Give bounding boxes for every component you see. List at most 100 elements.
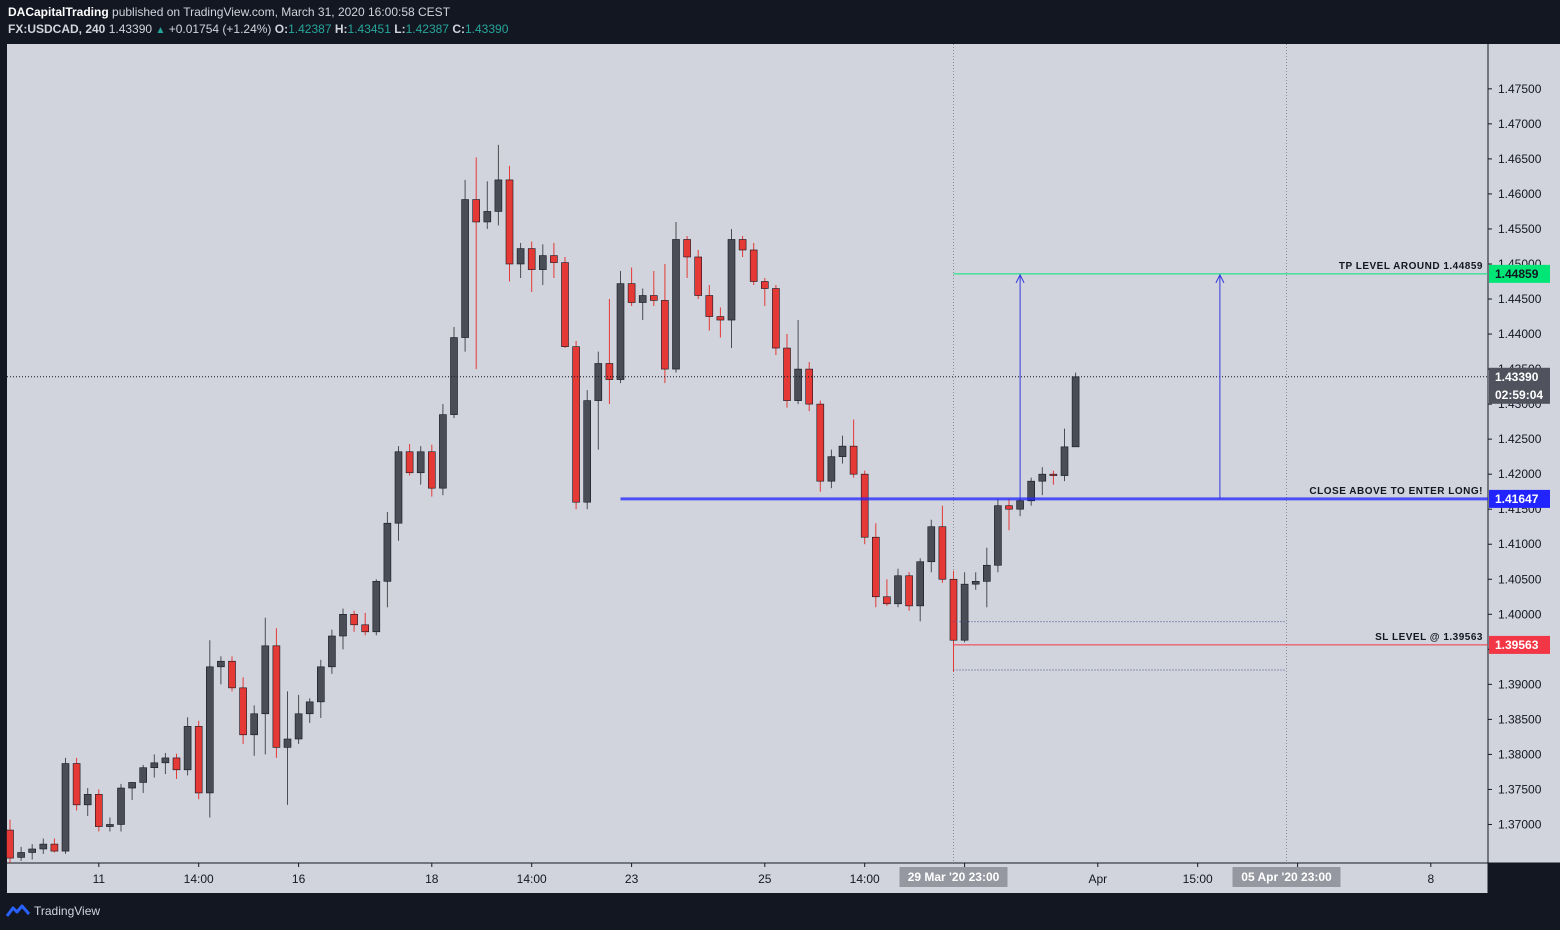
candle-body[interactable] (1060, 446, 1069, 476)
price-chart[interactable]: 1.475001.470001.465001.460001.455001.450… (0, 44, 1560, 893)
candle-body[interactable] (849, 445, 858, 475)
candle-body[interactable] (627, 283, 636, 303)
candle-body[interactable] (683, 239, 691, 258)
candle-body[interactable] (749, 249, 758, 282)
candle-body[interactable] (416, 451, 425, 474)
candle-body[interactable] (638, 295, 647, 303)
candle-body[interactable] (217, 660, 225, 668)
candle-body[interactable] (128, 782, 136, 789)
candle-body[interactable] (339, 613, 347, 637)
candle-body[interactable] (461, 199, 469, 338)
candle-body[interactable] (194, 726, 203, 794)
candle-body[interactable] (572, 346, 580, 503)
candle-body[interactable] (106, 824, 114, 827)
candle-body[interactable] (982, 564, 991, 582)
candle-body[interactable] (816, 403, 825, 482)
candle-body[interactable] (649, 295, 658, 301)
candle-body[interactable] (228, 660, 236, 689)
candle-body[interactable] (1005, 505, 1013, 510)
candle-body[interactable] (239, 687, 247, 736)
candle-body[interactable] (594, 363, 603, 401)
candle-body[interactable] (261, 645, 270, 715)
candle-body[interactable] (1038, 473, 1047, 482)
candle-body[interactable] (316, 666, 325, 703)
candle-body[interactable] (139, 767, 147, 783)
candle-body[interactable] (516, 248, 525, 265)
candle-body[interactable] (117, 787, 125, 825)
candle-body[interactable] (283, 738, 292, 748)
candle-body[interactable] (916, 561, 925, 607)
candle-body[interactable] (827, 456, 836, 482)
candle-body[interactable] (616, 283, 625, 380)
candle-body[interactable] (372, 581, 381, 633)
symbol-label[interactable]: FX:USDCAD, 240 (8, 22, 106, 36)
candle-body[interactable] (605, 363, 614, 380)
candle-body[interactable] (561, 262, 569, 347)
candle-body[interactable] (694, 256, 703, 296)
candle-body[interactable] (760, 281, 769, 289)
candle-body[interactable] (994, 505, 1002, 566)
candle-body[interactable] (805, 368, 814, 405)
candle-body[interactable] (405, 451, 414, 474)
candle-body[interactable] (394, 451, 403, 524)
candle-body[interactable] (294, 713, 303, 740)
candle-body[interactable] (83, 794, 92, 806)
candle-body[interactable] (17, 852, 25, 858)
candle-body[interactable] (494, 179, 503, 212)
candle-body[interactable] (527, 248, 536, 270)
candle-body[interactable] (272, 645, 281, 748)
candle-body[interactable] (206, 666, 214, 794)
author-name[interactable]: DACapitalTrading (8, 5, 109, 19)
candle-body[interactable] (383, 522, 392, 582)
candle-body[interactable] (1027, 480, 1035, 502)
candle-body[interactable] (483, 211, 492, 223)
candle-body[interactable] (938, 526, 947, 580)
plot-area[interactable] (7, 44, 1488, 863)
candle-body[interactable] (1016, 500, 1024, 510)
candle-body[interactable] (450, 337, 458, 415)
tradingview-brand[interactable]: TradingView (34, 904, 101, 918)
candle-body[interactable] (328, 635, 336, 668)
candle-body[interactable] (472, 199, 481, 223)
candle-body[interactable] (772, 288, 780, 349)
candle-body[interactable] (716, 316, 725, 321)
candle-body[interactable] (39, 843, 48, 850)
candle-body[interactable] (583, 400, 592, 503)
candle-body[interactable] (971, 581, 980, 585)
candle-body[interactable] (894, 575, 902, 605)
candle-body[interactable] (550, 255, 558, 263)
candle-body[interactable] (871, 536, 880, 598)
candle-body[interactable] (505, 179, 514, 265)
candle-body[interactable] (150, 762, 159, 769)
candle-body[interactable] (305, 701, 314, 715)
candle-body[interactable] (838, 445, 847, 457)
candle-body[interactable] (794, 368, 802, 401)
candle-body[interactable] (960, 583, 969, 641)
candle-body[interactable] (95, 794, 103, 827)
candle-body[interactable] (927, 526, 936, 563)
candle-body[interactable] (860, 473, 869, 538)
candle-body[interactable] (28, 848, 37, 853)
price-axis[interactable] (1488, 44, 1560, 863)
candle-body[interactable] (538, 255, 547, 270)
candle-body[interactable] (883, 596, 891, 605)
candle-body[interactable] (905, 575, 913, 607)
candle-body[interactable] (949, 578, 958, 641)
candle-body[interactable] (727, 239, 736, 321)
candle-body[interactable] (50, 843, 59, 852)
candle-body[interactable] (705, 295, 714, 317)
candle-body[interactable] (361, 624, 370, 633)
candle-body[interactable] (738, 239, 747, 251)
candle-body[interactable] (172, 757, 181, 771)
candle-body[interactable] (250, 713, 258, 736)
candle-body[interactable] (61, 763, 70, 852)
candle-body[interactable] (783, 347, 791, 401)
candle-body[interactable] (350, 613, 358, 626)
candle-body[interactable] (161, 757, 170, 764)
candle-body[interactable] (72, 763, 81, 806)
candle-body[interactable] (1071, 376, 1080, 448)
candle-body[interactable] (661, 300, 669, 370)
candle-body[interactable] (427, 451, 436, 489)
candle-body[interactable] (183, 726, 192, 771)
candle-body[interactable] (6, 829, 14, 859)
